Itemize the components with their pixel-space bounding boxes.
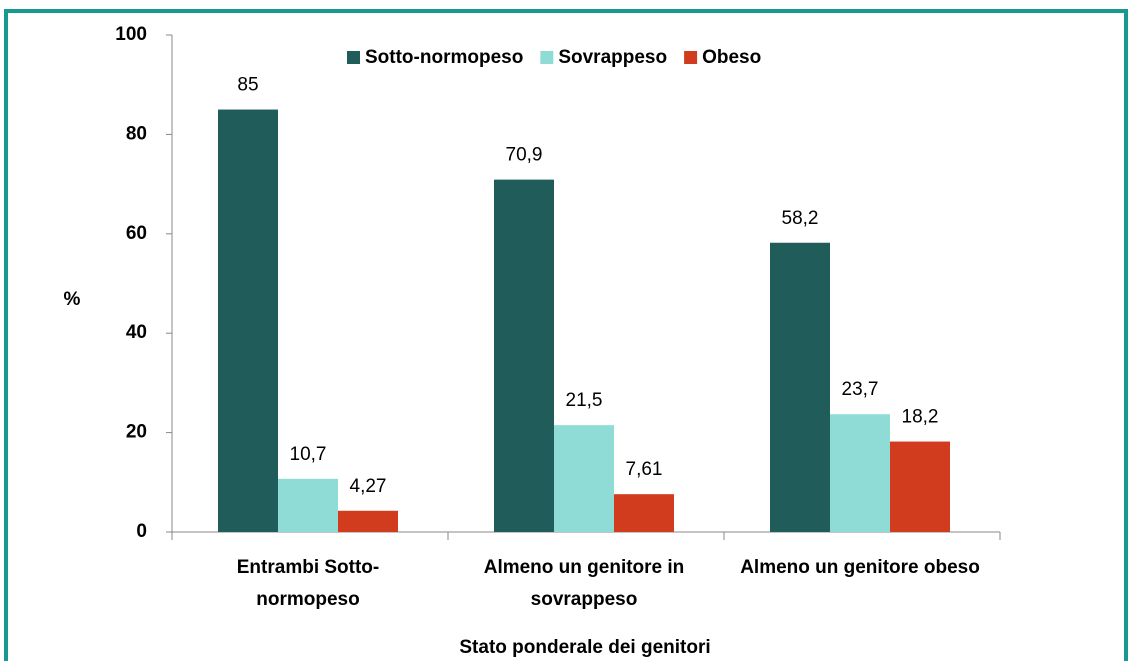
value-label: 23,7 [842, 379, 879, 400]
bar [890, 441, 950, 532]
value-label: 21,5 [566, 390, 603, 411]
x-tick-label: Almeno un genitore in sovrappeso [483, 557, 685, 610]
bar [218, 109, 278, 533]
legend-swatch [347, 51, 360, 64]
bar [614, 494, 674, 532]
bar [830, 414, 890, 532]
legend-label: Sovrappeso [558, 47, 667, 68]
frame [4, 9, 1128, 661]
value-label: 7,61 [626, 459, 663, 480]
y-tick-label: 60 [126, 223, 147, 244]
bar [338, 510, 398, 532]
y-tick-label: 100 [115, 24, 147, 45]
value-label: 10,7 [290, 444, 327, 465]
value-label: 4,27 [350, 476, 387, 497]
legend-swatch [684, 51, 698, 64]
bar [770, 242, 830, 532]
bar [554, 425, 614, 532]
x-tick-label: Almeno un genitore obeso [740, 557, 980, 578]
legend-label: Obeso [702, 47, 761, 68]
bar [278, 478, 338, 532]
y-tick-label: 0 [136, 521, 147, 542]
y-tick-label: 20 [126, 422, 147, 443]
bar [494, 179, 554, 532]
y-axis-title: % [64, 289, 81, 310]
x-axis-title: Stato ponderale dei genitori [459, 637, 710, 658]
value-label: 58,2 [782, 208, 819, 229]
x-tick-label: Entrambi Sotto-normopeso [236, 557, 380, 610]
value-label: 85 [237, 75, 258, 96]
y-tick-label: 40 [126, 322, 147, 343]
value-label: 70,9 [506, 145, 543, 166]
value-label: 18,2 [902, 407, 939, 428]
legend-swatch [540, 51, 554, 64]
y-tick-label: 80 [126, 123, 147, 144]
legend-label: Sotto-normopeso [365, 47, 523, 68]
